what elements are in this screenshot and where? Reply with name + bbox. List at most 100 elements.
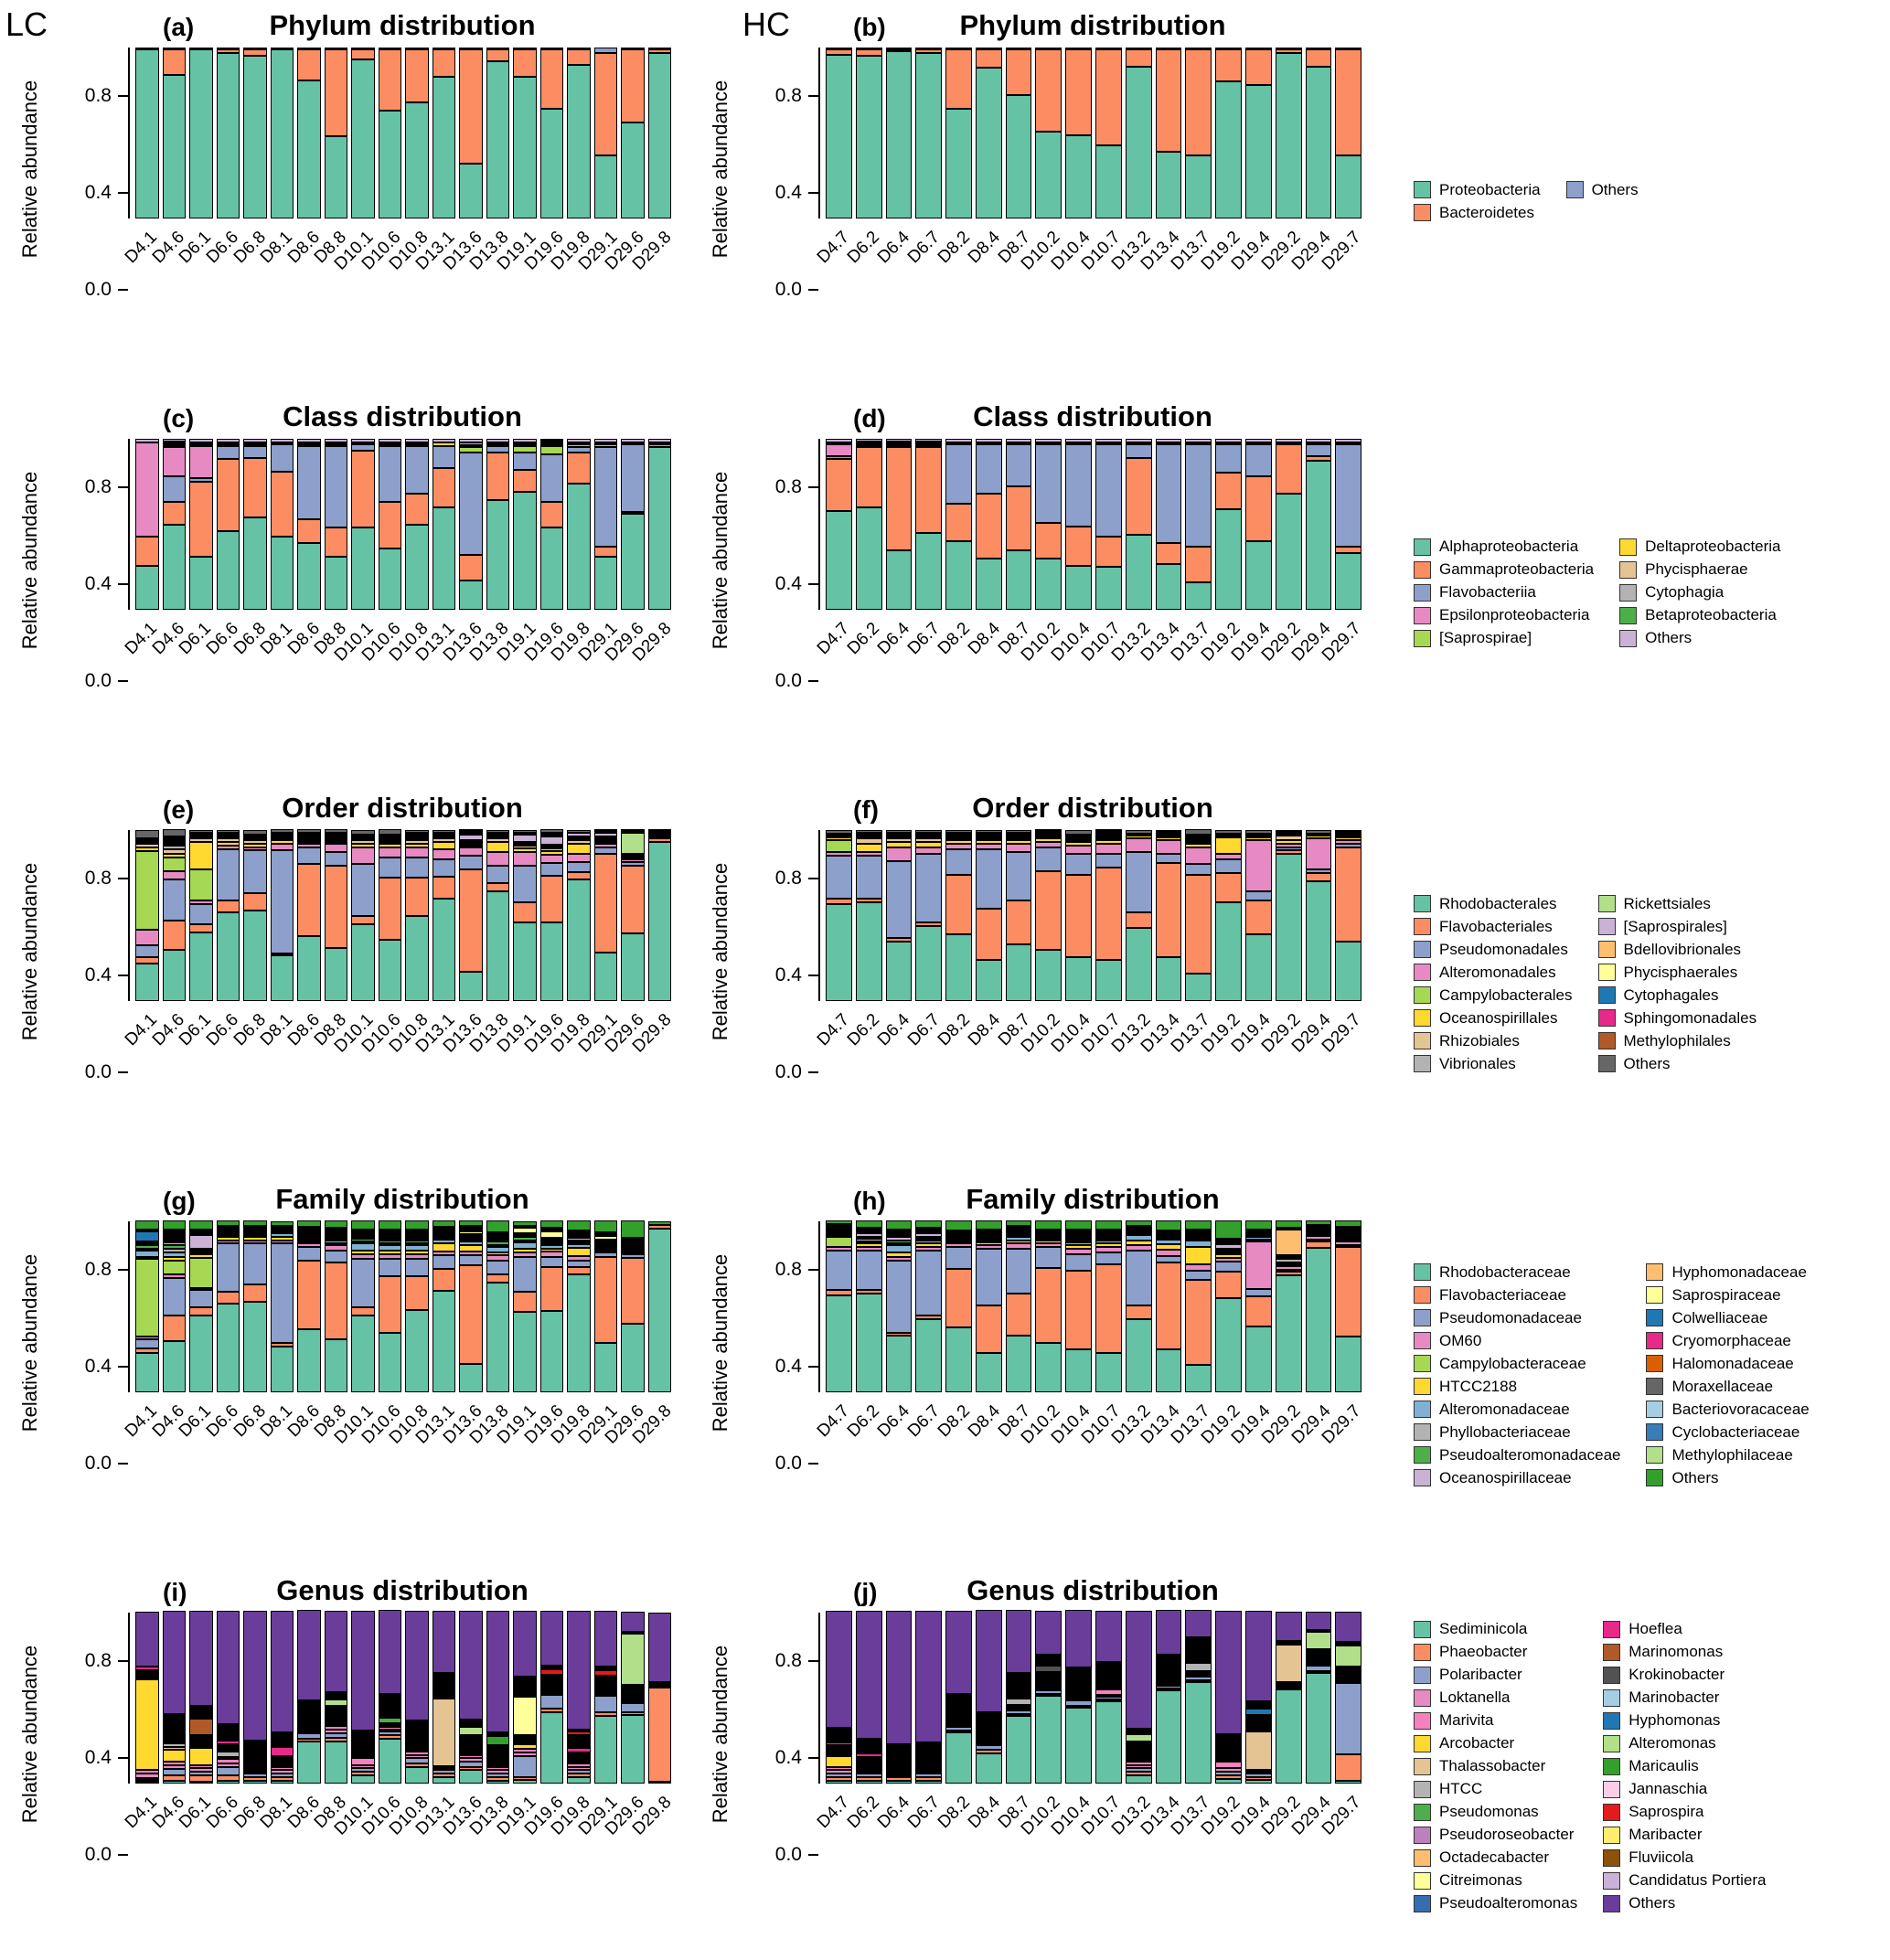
bar-segment [915, 922, 943, 926]
bar-segment [162, 1238, 186, 1241]
bar-segment [405, 840, 429, 845]
bar-segment [162, 1746, 186, 1751]
legend-column: Alphaproteobacteria Gammaproteobacteria Fl… [1414, 538, 1594, 647]
bar-segment [885, 1229, 913, 1231]
bar-segment [945, 1727, 972, 1731]
bar-segment [243, 1741, 267, 1743]
bar-segment [297, 864, 321, 937]
bar-segment [855, 1772, 882, 1774]
bar-segment [539, 1220, 563, 1228]
stacked-bar [1095, 438, 1122, 611]
y-tick-label: 0.4 [774, 182, 802, 203]
bar-segment [486, 1764, 509, 1767]
bar-segment [915, 1247, 943, 1251]
bar-segment [945, 1725, 972, 1728]
bar-segment [297, 1328, 321, 1393]
bar-segment [324, 866, 347, 949]
bar-segment [647, 47, 671, 49]
bar-segment [270, 1226, 294, 1229]
bar-segment [405, 1253, 429, 1260]
panel-b: (b) Phylum distribution Relative abundance… [699, 5, 1390, 397]
bar-segment [1335, 835, 1362, 837]
legend-j: Sediminicola Phaeobacter Polaribacter Lokta… [1390, 1571, 1884, 1960]
bar-segment [270, 1236, 294, 1241]
legend-entry: Pseudoalteromonadaceae [1414, 1446, 1620, 1465]
bar-segment [378, 836, 401, 839]
bar-segment [1305, 48, 1332, 67]
bar-segment [945, 1269, 972, 1328]
bar-segment [975, 838, 1002, 841]
stacked-bar [1125, 1220, 1152, 1393]
stacked-bar [1155, 829, 1182, 1002]
bar-segment [243, 442, 267, 444]
bar-segment [826, 903, 852, 1002]
bar-segment [539, 921, 563, 1002]
bar-segment [270, 1220, 294, 1227]
bar-segment [459, 1245, 483, 1252]
bar-segment [539, 502, 563, 528]
bar-segment [647, 1684, 671, 1687]
bar-segment [216, 1749, 240, 1752]
y-axis: Relative abundance 0.0 0.4 0.8 [9, 830, 128, 1082]
bar-segment [567, 1742, 591, 1744]
bar-segment [1244, 1289, 1272, 1296]
bar-segment [243, 517, 267, 611]
bar-segment [270, 1764, 294, 1767]
bar-segment [1335, 844, 1362, 847]
bar-segment [324, 833, 347, 836]
bar-segment [1065, 874, 1093, 957]
bar-segment [1125, 47, 1152, 49]
bar-segment [1005, 1610, 1032, 1673]
stacked-bar [378, 47, 401, 219]
y-tick-label: 0.0 [774, 670, 802, 691]
y-tick-label: 0.4 [84, 1356, 112, 1377]
stacked-bar [539, 47, 563, 219]
bar-segment [297, 838, 321, 841]
bar-segment [1335, 1611, 1362, 1643]
bar-segment [432, 848, 455, 859]
bar-segment [405, 1720, 429, 1723]
bar-segment [975, 1715, 1002, 1718]
bar-segment [621, 857, 645, 859]
bar-segment [324, 48, 347, 137]
bar-segment [405, 1748, 429, 1751]
legend-label: Pseudomonadales [1439, 940, 1568, 958]
bar-segment [1305, 442, 1332, 444]
bar-segment [593, 557, 617, 611]
bar-segment [1335, 1238, 1362, 1241]
bar-segment [593, 154, 617, 219]
bar-segment [567, 1242, 591, 1245]
bar-segment [915, 838, 943, 843]
y-axis: Relative abundance 0.0 0.4 0.8 [9, 439, 128, 691]
bar-segment [539, 1674, 563, 1677]
stacked-bar [1035, 829, 1062, 1002]
bar-segment [1065, 836, 1093, 839]
bar-segment [1155, 1610, 1182, 1655]
bar-segment [486, 438, 509, 442]
bar-segment [1244, 1234, 1272, 1237]
bar-segment [593, 1695, 617, 1713]
bar-segment [324, 1726, 347, 1730]
bar-segment [351, 443, 375, 452]
bar-segment [1005, 1336, 1032, 1393]
stacked-bar [855, 829, 882, 1002]
legend-swatch [1414, 538, 1431, 556]
bar-segment [1065, 829, 1093, 836]
bar-segment [539, 1229, 563, 1231]
bar-segment [1275, 835, 1302, 841]
bar-segment [1065, 1675, 1093, 1678]
bar-segment [1215, 1254, 1242, 1259]
bar-segment [567, 836, 591, 839]
bar-segment [1035, 1663, 1062, 1666]
x-axis-labels: D4.1 D4.6 D6.1 D6.6 D6.8 D8.1 D8.6 D8.8 D10.1 D10… [122, 610, 677, 681]
bar-segment [1155, 47, 1182, 49]
bar-segment [975, 1724, 1002, 1727]
bar-segment [539, 846, 563, 848]
bar-segment [486, 836, 509, 839]
bar-segment [432, 442, 455, 446]
bar-segment [432, 1268, 455, 1292]
bar-segment [270, 835, 294, 837]
bar-segment [915, 1770, 943, 1773]
bar-segment [513, 1691, 537, 1694]
bar-segment [593, 833, 617, 836]
